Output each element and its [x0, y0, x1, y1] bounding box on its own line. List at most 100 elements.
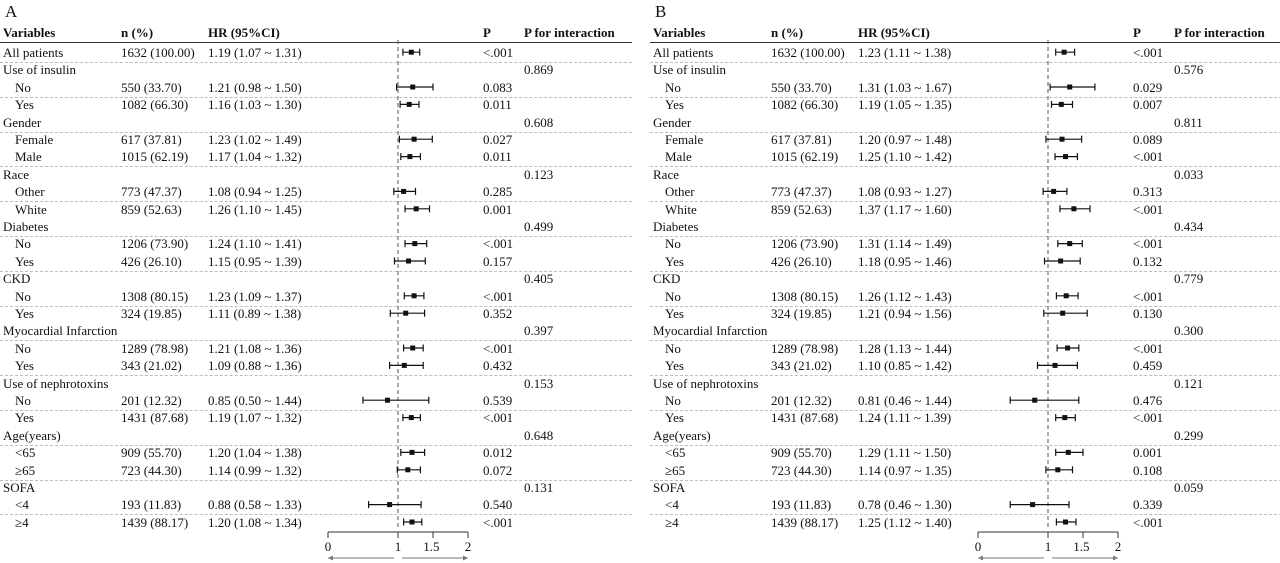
- row-label: Race: [653, 166, 679, 182]
- row-hr: 0.78 (0.46 ~ 1.30): [858, 497, 952, 513]
- subgroup-row: Yes 1431 (87.68) 1.19 (1.07 ~ 1.32) <.001: [0, 408, 632, 427]
- row-n: 426 (26.10): [121, 253, 182, 269]
- row-p: <.001: [483, 45, 514, 60]
- row-label: Age(years): [3, 427, 61, 443]
- row-n: 723 (44.30): [771, 462, 832, 478]
- row-hr: 1.08 (0.93 ~ 1.27): [858, 184, 952, 200]
- row-p: <.001: [1133, 410, 1164, 426]
- row-label: Use of nephrotoxins: [653, 375, 759, 391]
- row-label: Age(years): [653, 427, 711, 443]
- subgroup-row: Yes 1082 (66.30) 1.19 (1.05 ~ 1.35) 0.007: [650, 95, 1280, 114]
- row-label: ≥4: [665, 514, 679, 530]
- row-label: Yes: [15, 253, 34, 269]
- subgroup-row: No 1308 (80.15) 1.26 (1.12 ~ 1.43) <.001: [650, 287, 1280, 307]
- row-p-interaction: 0.405: [524, 271, 554, 287]
- subgroup-row: No 1308 (80.15) 1.23 (1.09 ~ 1.37) <.001: [0, 287, 632, 307]
- hr-point: [385, 397, 390, 403]
- row-n: 426 (26.10): [771, 253, 832, 269]
- row-label: Diabetes: [3, 219, 49, 234]
- group-header-row: Gender 0.811: [650, 113, 1280, 133]
- row-n: 1632 (100.00): [771, 45, 845, 60]
- row-n: 1015 (62.19): [121, 149, 189, 165]
- group-header-row: Gender 0.608: [0, 113, 632, 133]
- row-p: 0.007: [1133, 97, 1163, 113]
- forest-panel-a: A Variables n (%) HR (95%CI) P P for int…: [0, 0, 632, 563]
- overall-row: All patients 1632 (100.00) 1.19 (1.07 ~ 1.…: [0, 43, 632, 63]
- row-hr: 1.26 (1.10 ~ 1.45): [208, 201, 302, 217]
- row-hr: 1.23 (1.11 ~ 1.38): [858, 45, 952, 60]
- row-hr: 0.88 (0.58 ~ 1.33): [208, 497, 302, 513]
- row-p-interaction: 0.397: [524, 323, 554, 339]
- row-n: 1015 (62.19): [771, 149, 839, 165]
- row-hr: 1.10 (0.85 ~ 1.42): [858, 358, 952, 374]
- row-hr: 1.31 (1.03 ~ 1.67): [858, 79, 952, 95]
- row-p: 0.083: [483, 79, 513, 95]
- header-rule: [650, 42, 1280, 43]
- subgroup-row: <4 193 (11.83) 0.78 (0.46 ~ 1.30) 0.339: [650, 495, 1280, 516]
- row-p-interaction: 0.300: [1174, 323, 1204, 339]
- hr-point: [411, 136, 417, 142]
- hr-point: [401, 188, 407, 194]
- row-label: Male: [15, 149, 42, 165]
- row-p-interaction: 0.869: [524, 62, 554, 78]
- row-label: No: [665, 393, 681, 408]
- row-p: 0.476: [1133, 393, 1163, 408]
- row-p: 0.027: [483, 132, 513, 147]
- row-n: 1082 (66.30): [771, 97, 839, 113]
- hr-point: [1061, 49, 1067, 55]
- row-n: 1289 (78.98): [121, 340, 189, 356]
- row-label: CKD: [653, 271, 681, 287]
- subgroup-row: Yes 324 (19.85) 1.21 (0.94 ~ 1.56) 0.130: [650, 304, 1280, 323]
- row-label: No: [665, 288, 681, 304]
- group-header-row: Diabetes 0.434: [650, 217, 1280, 237]
- row-label: Yes: [665, 358, 684, 374]
- row-label: Use of insulin: [3, 62, 76, 78]
- row-n: 617 (37.81): [121, 132, 182, 147]
- row-p-interaction: 0.121: [1174, 375, 1204, 391]
- hr-point: [408, 415, 414, 421]
- forest-panel-b: B Variables n (%) HR (95%CI) P P for int…: [650, 0, 1280, 563]
- row-hr: 1.24 (1.10 ~ 1.41): [208, 236, 302, 252]
- row-p-interaction: 0.033: [1174, 166, 1204, 182]
- row-label: Race: [3, 166, 29, 182]
- row-n: 343 (21.02): [771, 358, 832, 374]
- header-p-interaction: P for interaction: [524, 25, 615, 40]
- group-header-row: Use of nephrotoxins 0.153: [0, 374, 632, 393]
- row-n: 201 (12.32): [771, 393, 832, 408]
- row-hr: 1.16 (1.03 ~ 1.30): [208, 97, 302, 113]
- subgroup-row: Yes 324 (19.85) 1.11 (0.89 ~ 1.38) 0.352: [0, 304, 632, 323]
- x-tick-label: 1: [1044, 539, 1052, 554]
- row-n: 193 (11.83): [121, 497, 182, 513]
- subgroup-row: Yes 426 (26.10) 1.15 (0.95 ~ 1.39) 0.157: [0, 252, 632, 272]
- row-hr: 0.81 (0.46 ~ 1.44): [858, 393, 952, 408]
- hr-point: [1032, 397, 1038, 403]
- row-p: <.001: [483, 410, 514, 426]
- row-hr: 1.25 (1.10 ~ 1.42): [858, 149, 952, 165]
- row-hr: 1.37 (1.17 ~ 1.60): [858, 201, 952, 217]
- subgroup-row: No 1206 (73.90) 1.24 (1.10 ~ 1.41) <.001: [0, 234, 632, 253]
- x-tick-label: 0: [974, 539, 982, 554]
- row-p: 0.029: [1133, 79, 1163, 95]
- row-p-interaction: 0.059: [1174, 480, 1204, 495]
- row-p: 0.089: [1133, 132, 1163, 147]
- row-p: <.001: [483, 340, 514, 356]
- x-tick-label: 1: [394, 539, 402, 554]
- row-p: 0.539: [483, 393, 513, 408]
- row-hr: 1.20 (1.04 ~ 1.38): [208, 445, 302, 461]
- row-label: Myocardial Infarction: [3, 323, 118, 339]
- group-header-row: Age(years) 0.299: [650, 426, 1280, 446]
- row-p: <.001: [1133, 45, 1164, 60]
- row-label: White: [665, 201, 697, 217]
- header-p: P: [1133, 25, 1141, 40]
- row-hr: 1.14 (0.99 ~ 1.32): [208, 462, 302, 478]
- row-label: All patients: [3, 45, 64, 60]
- subgroup-row: Yes 343 (21.02) 1.09 (0.88 ~ 1.36) 0.432: [0, 356, 632, 377]
- header-p-interaction: P for interaction: [1174, 25, 1265, 40]
- hr-point: [403, 310, 409, 316]
- subgroup-row: No 550 (33.70) 1.21 (0.98 ~ 1.50) 0.083: [0, 78, 632, 98]
- row-p: <.001: [1133, 514, 1164, 530]
- hr-point: [405, 467, 411, 473]
- hr-point: [1067, 241, 1073, 247]
- row-label: All patients: [653, 45, 714, 60]
- row-label: No: [15, 236, 31, 252]
